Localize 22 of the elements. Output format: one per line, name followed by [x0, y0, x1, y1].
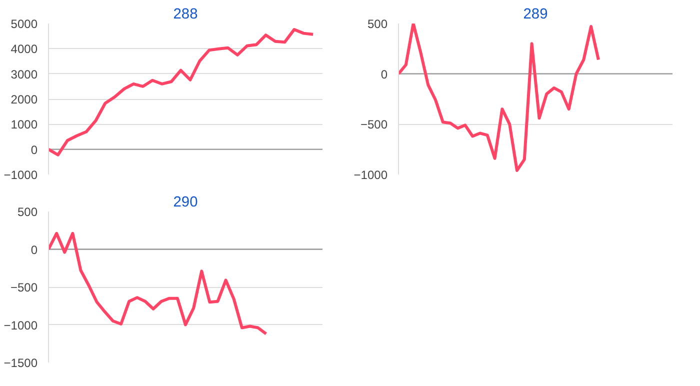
y-tick-label: 4000 — [10, 42, 38, 56]
y-tick-label: 2000 — [10, 92, 38, 106]
chart-title: 288 — [173, 6, 198, 22]
chart-title: 289 — [523, 6, 548, 22]
y-tick-label: 0 — [30, 242, 38, 257]
y-tick-label: −1000 — [4, 168, 38, 182]
y-tick-label: 3000 — [10, 67, 38, 82]
y-tick-label: 500 — [367, 17, 388, 31]
y-tick-label: −1000 — [4, 318, 38, 332]
y-tick-label: 0 — [380, 67, 388, 82]
y-tick-label: −1500 — [4, 356, 38, 370]
line-series — [48, 232, 268, 336]
line-series — [48, 28, 315, 156]
y-tick-label: 1000 — [10, 118, 38, 132]
y-tick-label: 0 — [30, 142, 38, 157]
y-tick-label: −500 — [360, 118, 388, 132]
y-tick-label: −500 — [10, 280, 38, 294]
chart-title: 290 — [173, 194, 198, 210]
line-series — [398, 24, 600, 172]
y-tick-label: −1000 — [354, 168, 388, 182]
y-tick-label: 5000 — [10, 17, 38, 31]
y-tick-label: 500 — [17, 205, 38, 219]
